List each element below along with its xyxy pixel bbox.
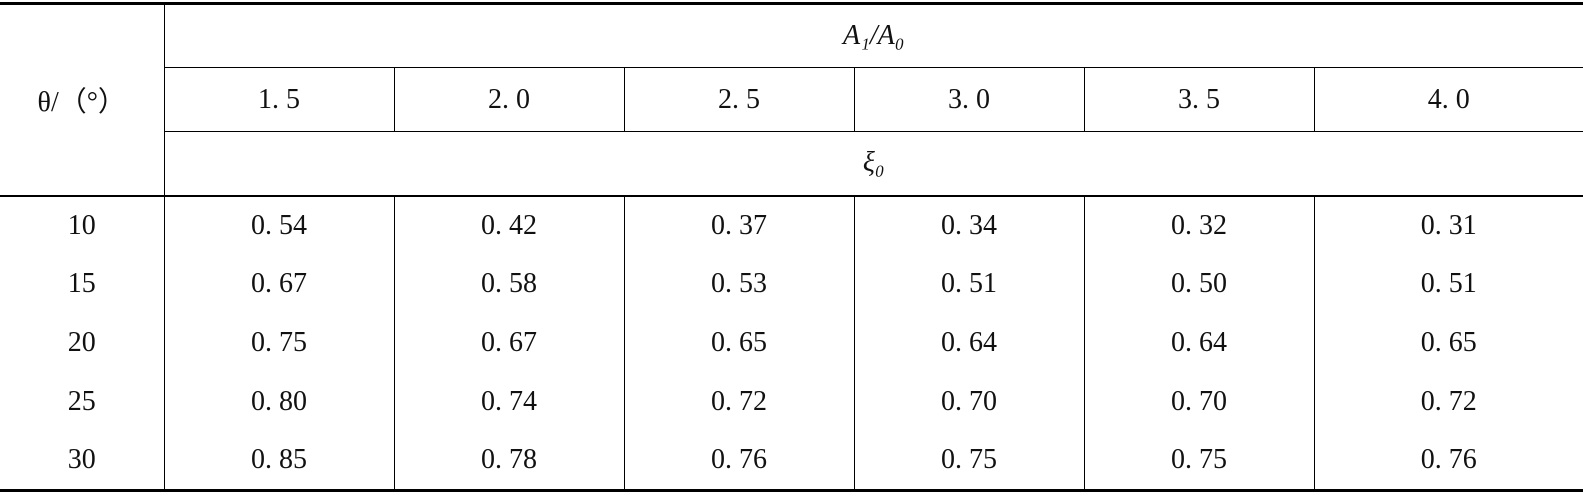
value-cell: 0. 70 <box>1083 372 1314 432</box>
column-header: 3. 0 <box>853 67 1084 132</box>
value-cell: 0. 37 <box>623 195 854 255</box>
column-header-row: 1. 5 2. 0 2. 5 3. 0 3. 5 4. 0 <box>0 67 1583 132</box>
column-header: 2. 5 <box>623 67 854 132</box>
data-row: 30 0. 85 0. 78 0. 76 0. 75 0. 75 0. 76 <box>0 431 1583 492</box>
value-cell: 0. 65 <box>1313 313 1583 373</box>
row-label-header: θ/（°） <box>0 2 164 197</box>
group-header: A₁/A₀ <box>163 2 1583 68</box>
header-row: θ/（°） A₁/A₀ <box>0 2 1583 197</box>
row-label: 30 <box>0 431 164 492</box>
value-cell: 0. 85 <box>163 431 394 492</box>
value-cell: 0. 72 <box>1313 372 1583 432</box>
value-cell: 0. 64 <box>1083 313 1314 373</box>
data-row: 20 0. 75 0. 67 0. 65 0. 64 0. 64 0. 65 <box>0 313 1583 373</box>
value-cell: 0. 54 <box>163 195 394 255</box>
value-header: ξ₀ <box>163 131 1583 197</box>
value-cell: 0. 65 <box>623 313 854 373</box>
value-cell: 0. 58 <box>393 254 624 314</box>
value-cell: 0. 80 <box>163 372 394 432</box>
row-label: 20 <box>67 327 96 358</box>
value-cell: 0. 72 <box>623 372 854 432</box>
row-label: 15 <box>67 268 96 299</box>
value-cell: 0. 76 <box>623 431 854 492</box>
data-row: 10 0. 54 0. 42 0. 37 0. 34 0. 32 0. 31 <box>0 195 1583 255</box>
value-cell: 0. 70 <box>853 372 1084 432</box>
value-cell: 0. 67 <box>163 254 394 314</box>
value-cell: 0. 75 <box>853 431 1084 492</box>
value-cell: 0. 50 <box>1083 254 1314 314</box>
value-cell: 0. 76 <box>1313 431 1583 492</box>
value-cell: 0. 64 <box>853 313 1084 373</box>
row-label: 25 <box>67 386 96 417</box>
column-header: 4. 0 <box>1313 67 1583 132</box>
value-cell: 0. 75 <box>163 313 394 373</box>
column-header: 2. 0 <box>393 67 624 132</box>
value-cell: 0. 51 <box>853 254 1084 314</box>
value-cell: 0. 34 <box>853 195 1084 255</box>
value-cell: 0. 31 <box>1313 195 1583 255</box>
value-cell: 0. 75 <box>1083 431 1314 492</box>
value-cell: 0. 42 <box>393 195 624 255</box>
data-row: 15 0. 67 0. 58 0. 53 0. 51 0. 50 0. 51 <box>0 254 1583 314</box>
row-label: 10 <box>67 209 96 241</box>
column-header: 3. 5 <box>1083 67 1314 132</box>
value-cell: 0. 78 <box>393 431 624 492</box>
value-cell: 0. 67 <box>393 313 624 373</box>
value-cell: 0. 32 <box>1083 195 1314 255</box>
value-cell: 0. 51 <box>1313 254 1583 314</box>
value-label-row: ξ₀ <box>0 131 1583 197</box>
value-cell: 0. 53 <box>623 254 854 314</box>
column-header: 1. 5 <box>163 67 394 132</box>
value-cell: 0. 74 <box>393 372 624 432</box>
data-row: 25 0. 80 0. 74 0. 72 0. 70 0. 70 0. 72 <box>0 372 1583 432</box>
